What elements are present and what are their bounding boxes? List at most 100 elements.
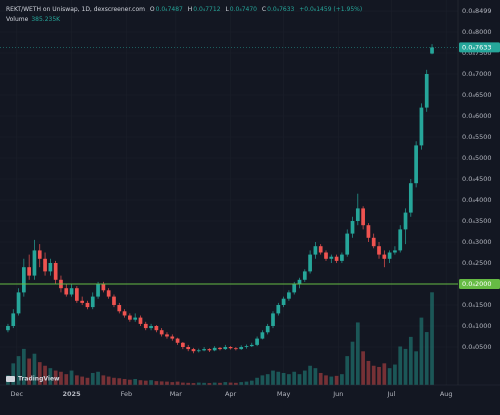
candle-body xyxy=(244,346,249,347)
y-tick-label: 0.0₄1000 xyxy=(462,322,492,330)
volume-value: 385.235K xyxy=(31,16,61,23)
candle-body xyxy=(202,349,206,351)
x-tick-label: Mar xyxy=(170,390,183,398)
candle-body xyxy=(302,271,307,280)
x-tick-label: Dec xyxy=(11,390,24,398)
y-tick-label: 0.0₄1500 xyxy=(462,301,492,309)
candle-body xyxy=(170,336,175,339)
volume-bar xyxy=(308,365,312,385)
candle-body xyxy=(382,254,387,259)
volume-bar xyxy=(186,382,191,385)
candle-body xyxy=(21,267,26,293)
candle-body xyxy=(32,250,37,276)
x-tick-label: Aug xyxy=(440,390,453,398)
volume-bar xyxy=(133,378,138,385)
volume-bar xyxy=(143,380,148,385)
candle-body xyxy=(265,325,270,333)
candle-body xyxy=(355,208,360,221)
x-tick-label: Apr xyxy=(225,390,237,398)
candle-body xyxy=(297,279,302,284)
candle-body xyxy=(313,246,318,255)
candle-body xyxy=(329,256,334,259)
candle-body xyxy=(223,346,228,350)
candle-body xyxy=(414,145,418,184)
candle-body xyxy=(393,250,397,253)
candle-body xyxy=(281,298,286,305)
candle-body xyxy=(419,107,424,146)
candle-body xyxy=(403,212,408,230)
y-tick-label: 0.0₄8000 xyxy=(462,28,492,36)
volume-bar xyxy=(408,336,413,385)
volume-bar xyxy=(414,351,418,385)
candle-body xyxy=(228,346,233,349)
candle-body xyxy=(308,254,312,272)
change: +0.0₆1459 (+1.95%) xyxy=(299,6,362,13)
volume-bar xyxy=(101,375,106,385)
ohlc-value: 0.0₄7487 xyxy=(156,6,183,13)
volume-bar xyxy=(228,382,233,385)
volume-bar xyxy=(96,371,100,385)
volume-bar xyxy=(202,382,206,385)
volume-bar xyxy=(90,372,95,385)
volume-bar xyxy=(345,356,350,385)
volume-bar xyxy=(324,375,328,385)
candle-body xyxy=(43,258,47,272)
candle-body xyxy=(292,283,297,293)
volume-bar xyxy=(281,372,286,385)
candle-body xyxy=(398,229,403,251)
x-tick-label: Jun xyxy=(332,390,343,398)
candle-body xyxy=(191,349,196,352)
volume-bar xyxy=(276,371,281,385)
volume-bar xyxy=(239,382,244,385)
candle-body xyxy=(350,220,355,234)
y-tick-label: 0.0₄4500 xyxy=(462,175,492,183)
candle-body xyxy=(117,304,122,312)
candle-body xyxy=(260,332,265,339)
candle-body xyxy=(255,338,259,345)
logo[interactable]: TradingView xyxy=(6,376,60,383)
volume-bar xyxy=(255,377,259,385)
volume-bar xyxy=(181,382,185,385)
volume-bar xyxy=(271,370,275,385)
volume-bar xyxy=(265,374,270,385)
ohlc-key: C xyxy=(262,6,266,13)
y-tick-label: 0.0₄4000 xyxy=(462,196,492,204)
x-tick-label: Jul xyxy=(386,390,395,398)
candle-body xyxy=(96,283,100,297)
candle-body xyxy=(334,256,339,261)
volume-bar xyxy=(16,356,21,385)
y-tick-label: 0.0₄7000 xyxy=(462,70,492,78)
volume-bar xyxy=(53,370,58,385)
volume-bar xyxy=(403,348,408,385)
last-price-tag xyxy=(459,42,500,53)
candle-body xyxy=(90,296,95,308)
y-tick-label: 0.0₄5000 xyxy=(462,154,492,162)
x-tick-label: May xyxy=(277,390,291,398)
ohlc-value: 0.0₄7633 xyxy=(267,6,294,13)
volume-key: Volume xyxy=(6,16,29,23)
volume-layer xyxy=(6,292,434,385)
volume-bar xyxy=(318,372,323,385)
volume-bar xyxy=(292,371,297,385)
candle-body xyxy=(6,325,10,331)
volume-bar xyxy=(244,381,249,385)
candle-body xyxy=(361,208,365,226)
volume-bar xyxy=(223,382,228,385)
volume-bar xyxy=(313,368,318,385)
volume-bar xyxy=(302,370,307,385)
volume-bar xyxy=(165,381,169,385)
ohlc-value: 0.0₄7470 xyxy=(230,6,257,13)
volume-bar xyxy=(249,380,254,385)
volume-bar xyxy=(43,365,47,385)
volume-bar xyxy=(106,376,111,385)
candle-body xyxy=(387,252,392,259)
candle-body xyxy=(430,47,434,54)
ohlc-key: L xyxy=(225,6,229,13)
candle-body xyxy=(27,267,32,276)
candle-body xyxy=(122,311,127,316)
volume-bar xyxy=(196,382,201,385)
pair: REKT/WETH on Uniswap, 1D, dexscreener.co… xyxy=(6,6,145,13)
volume-bar xyxy=(366,360,371,385)
volume-bar xyxy=(122,378,127,385)
candle-body xyxy=(345,233,350,255)
